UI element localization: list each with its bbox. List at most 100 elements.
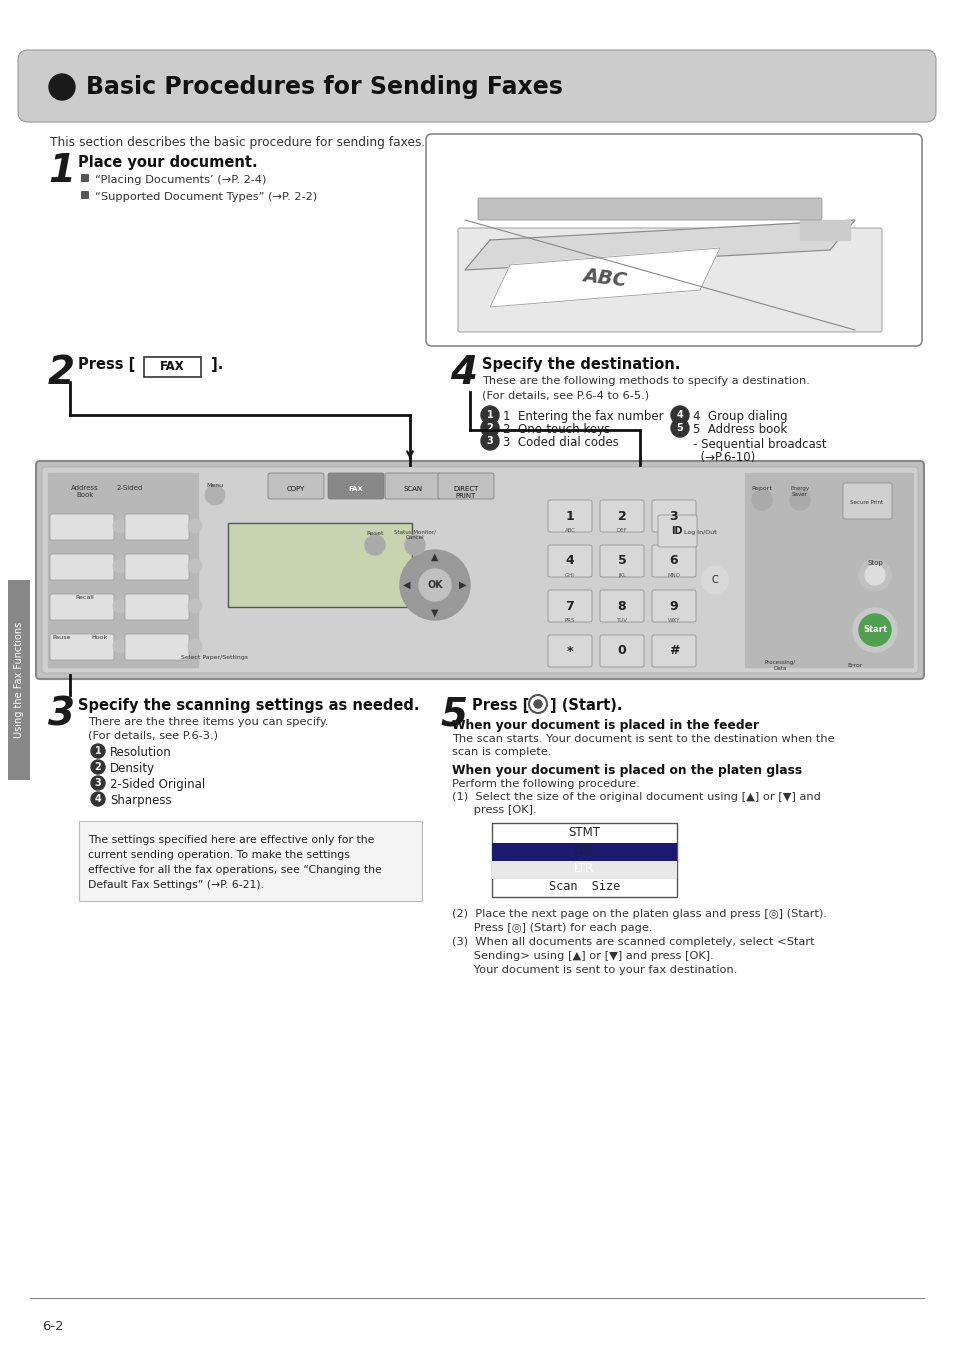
Text: MNO: MNO — [667, 572, 679, 578]
Circle shape — [91, 776, 105, 790]
Text: Processing/
Data: Processing/ Data — [763, 660, 795, 671]
Text: Log In/Out: Log In/Out — [683, 531, 716, 535]
Text: Sharpness: Sharpness — [110, 794, 172, 807]
FancyBboxPatch shape — [36, 460, 923, 679]
Text: (3)  When all documents are scanned completely, select <Start: (3) When all documents are scanned compl… — [452, 937, 814, 946]
Text: (1)  Select the size of the original document using [▲] or [▼] and: (1) Select the size of the original docu… — [452, 792, 820, 802]
Circle shape — [418, 568, 451, 601]
Text: There are the three items you can specify.: There are the three items you can specif… — [88, 717, 328, 728]
Text: 8: 8 — [617, 599, 626, 613]
Text: #: # — [668, 644, 679, 657]
FancyBboxPatch shape — [8, 580, 30, 780]
FancyBboxPatch shape — [50, 594, 113, 620]
FancyBboxPatch shape — [651, 590, 696, 622]
Text: Default Fax Settings” (→P. 6-21).: Default Fax Settings” (→P. 6-21). — [88, 880, 264, 890]
Text: 3: 3 — [669, 509, 678, 522]
Text: press [OK].: press [OK]. — [452, 805, 536, 815]
Text: ABC: ABC — [581, 266, 627, 290]
Circle shape — [188, 518, 202, 533]
Circle shape — [670, 406, 688, 424]
Text: OK: OK — [427, 580, 442, 590]
Text: scan is complete.: scan is complete. — [452, 747, 551, 757]
Text: (For details, see P.6-3.): (For details, see P.6-3.) — [88, 730, 218, 741]
Text: Start: Start — [862, 625, 886, 634]
Text: 1: 1 — [486, 410, 493, 420]
Text: 5: 5 — [676, 423, 682, 433]
Text: 4: 4 — [676, 410, 682, 420]
Text: GHI: GHI — [564, 572, 575, 578]
FancyBboxPatch shape — [50, 634, 113, 660]
Text: FAX: FAX — [348, 486, 363, 491]
Text: Energy
Saver: Energy Saver — [790, 486, 809, 497]
Text: Basic Procedures for Sending Faxes: Basic Procedures for Sending Faxes — [86, 76, 562, 99]
Text: 2-Sided Original: 2-Sided Original — [110, 778, 205, 791]
Circle shape — [405, 535, 424, 555]
Text: Stop: Stop — [866, 560, 882, 566]
Text: 4: 4 — [565, 555, 574, 567]
Text: ▶: ▶ — [458, 580, 466, 590]
Text: Press [: Press [ — [472, 698, 529, 713]
FancyBboxPatch shape — [50, 554, 113, 580]
FancyBboxPatch shape — [477, 198, 821, 220]
Circle shape — [112, 518, 127, 533]
Circle shape — [858, 614, 890, 647]
Text: 7: 7 — [565, 599, 574, 613]
Circle shape — [864, 566, 884, 585]
Text: 3: 3 — [94, 778, 101, 788]
Text: Recall: Recall — [75, 595, 94, 599]
FancyBboxPatch shape — [328, 472, 384, 499]
Circle shape — [188, 599, 202, 613]
FancyBboxPatch shape — [125, 634, 189, 660]
Text: These are the following methods to specify a destination.: These are the following methods to speci… — [481, 377, 809, 386]
Text: Error: Error — [846, 663, 862, 668]
FancyBboxPatch shape — [18, 50, 935, 122]
FancyBboxPatch shape — [125, 554, 189, 580]
Text: ].: ]. — [206, 356, 223, 373]
Bar — [48, 472, 198, 667]
FancyBboxPatch shape — [385, 472, 440, 499]
Text: Scan  Size: Scan Size — [548, 880, 619, 894]
Text: The settings specified here are effective only for the: The settings specified here are effectiv… — [88, 836, 374, 845]
Text: LGL: LGL — [573, 845, 595, 857]
Circle shape — [365, 535, 385, 555]
FancyBboxPatch shape — [81, 174, 89, 182]
Text: Your document is sent to your fax destination.: Your document is sent to your fax destin… — [452, 965, 737, 975]
Circle shape — [205, 485, 225, 505]
Text: 4  Group dialing: 4 Group dialing — [692, 410, 787, 423]
Text: 4: 4 — [94, 794, 101, 805]
FancyBboxPatch shape — [651, 545, 696, 576]
Bar — [492, 824, 677, 896]
FancyBboxPatch shape — [599, 545, 643, 576]
Text: 2  One-touch keys: 2 One-touch keys — [502, 423, 610, 436]
Circle shape — [188, 559, 202, 572]
FancyBboxPatch shape — [125, 594, 189, 620]
Text: When your document is placed in the feeder: When your document is placed in the feed… — [452, 720, 759, 732]
Text: Menu: Menu — [206, 483, 223, 487]
Bar — [800, 220, 849, 240]
Text: Resolution: Resolution — [110, 747, 172, 759]
FancyBboxPatch shape — [599, 500, 643, 532]
Text: 1  Entering the fax number: 1 Entering the fax number — [502, 410, 663, 423]
FancyBboxPatch shape — [599, 590, 643, 622]
Text: Press [◎] (Start) for each page.: Press [◎] (Start) for each page. — [452, 923, 652, 933]
Text: TUV: TUV — [616, 618, 627, 622]
Text: 2: 2 — [94, 761, 101, 772]
Text: C: C — [711, 575, 718, 585]
Text: Secure Print: Secure Print — [849, 500, 882, 505]
Text: Specify the destination.: Specify the destination. — [481, 356, 679, 373]
Circle shape — [188, 639, 202, 653]
Text: DEF: DEF — [616, 528, 627, 533]
FancyBboxPatch shape — [144, 356, 201, 377]
Text: 5: 5 — [617, 555, 626, 567]
Text: DIRECT
PRINT: DIRECT PRINT — [453, 486, 478, 500]
Text: 2: 2 — [48, 354, 75, 391]
FancyBboxPatch shape — [599, 634, 643, 667]
Text: This section describes the basic procedure for sending faxes.: This section describes the basic procedu… — [50, 136, 425, 148]
Text: Sending> using [▲] or [▼] and press [OK].: Sending> using [▲] or [▼] and press [OK]… — [452, 950, 713, 961]
Text: LTR: LTR — [574, 863, 594, 876]
Text: 1: 1 — [94, 747, 101, 756]
FancyBboxPatch shape — [125, 514, 189, 540]
FancyBboxPatch shape — [426, 134, 921, 346]
Circle shape — [480, 432, 498, 450]
FancyBboxPatch shape — [81, 190, 89, 198]
